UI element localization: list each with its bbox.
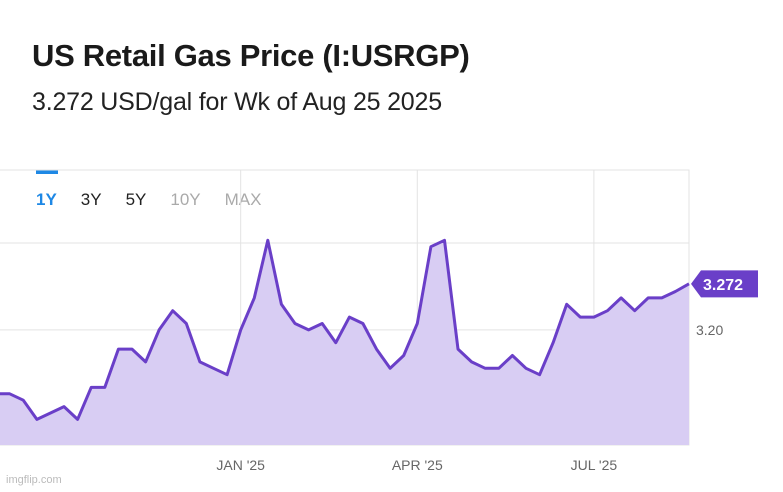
range-tabs: 1Y 3Y 5Y 10Y MAX bbox=[36, 190, 285, 210]
y-tick-label: 3.20 bbox=[696, 322, 723, 338]
x-tick-label: JUL '25 bbox=[571, 457, 618, 473]
watermark: imgflip.com bbox=[6, 474, 62, 486]
series-line bbox=[0, 238, 690, 421]
range-tab-3y[interactable]: 3Y bbox=[80, 190, 102, 209]
x-tick-label: JAN '25 bbox=[216, 457, 265, 473]
range-tab-1y[interactable]: 1Y bbox=[36, 190, 57, 209]
last-value-badge bbox=[691, 270, 758, 298]
range-tab-5y[interactable]: 5Y bbox=[125, 190, 147, 209]
last-value-label: 3.272 bbox=[703, 277, 743, 294]
active-range-indicator bbox=[36, 170, 58, 174]
chart-title: US Retail Gas Price (I:USRGP) bbox=[32, 38, 470, 73]
range-tab-max: MAX bbox=[224, 190, 262, 209]
chart-subtitle: 3.272 USD/gal for Wk of Aug 25 2025 bbox=[32, 88, 442, 116]
x-tick-label: APR '25 bbox=[392, 457, 443, 473]
range-tab-10y: 10Y bbox=[170, 190, 201, 209]
series-area bbox=[0, 240, 689, 445]
